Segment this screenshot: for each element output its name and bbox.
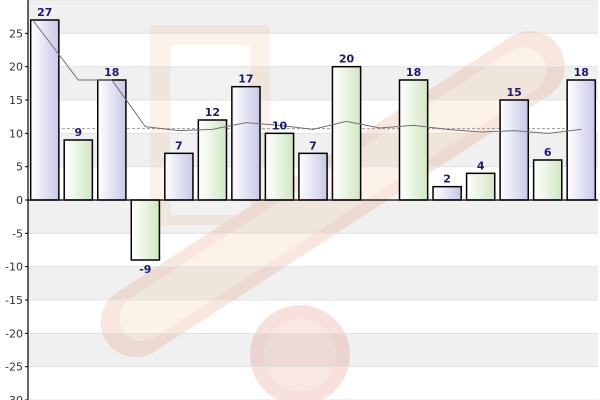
data-label: 20 xyxy=(339,53,355,66)
y-tick-label: -30 xyxy=(5,394,23,400)
bar xyxy=(432,185,462,201)
data-label: 18 xyxy=(574,66,589,79)
trend-line xyxy=(32,19,582,134)
bar xyxy=(164,152,194,201)
data-label: 7 xyxy=(175,139,183,152)
bar xyxy=(264,132,295,201)
y-tick-label: -20 xyxy=(5,327,23,340)
data-label: 4 xyxy=(477,159,485,172)
data-label: 18 xyxy=(104,66,119,79)
y-tick-label: -10 xyxy=(5,261,23,274)
plot-band xyxy=(28,0,598,34)
plot-band xyxy=(28,200,598,234)
bars xyxy=(29,19,597,261)
y-tick-label: 10 xyxy=(9,127,23,140)
data-label: 9 xyxy=(74,126,82,139)
bar xyxy=(298,152,328,201)
data-label: 17 xyxy=(238,73,253,86)
y-tick-label: 0 xyxy=(16,194,23,207)
bar xyxy=(96,79,127,201)
plot-band xyxy=(28,266,598,300)
y-tick-label: -5 xyxy=(12,227,23,240)
plot-band xyxy=(28,333,598,367)
y-tick-label: -15 xyxy=(5,294,23,307)
y-tick-label: 5 xyxy=(16,161,23,174)
bar xyxy=(29,19,60,201)
data-label: 15 xyxy=(507,86,522,99)
bar xyxy=(197,119,228,201)
bar xyxy=(532,159,563,201)
data-label: -9 xyxy=(139,263,151,276)
data-label: 27 xyxy=(37,6,52,19)
bar xyxy=(465,172,496,201)
y-tick-labels: 25 20 15 10 5 0 -5 -10 -15 -20 -25 -30 xyxy=(5,27,28,400)
moving-average-line xyxy=(32,19,582,134)
data-label: 10 xyxy=(272,119,288,132)
y-tick-label: -25 xyxy=(5,361,23,374)
data-label: 12 xyxy=(205,106,220,119)
bar xyxy=(63,139,94,201)
bar xyxy=(398,79,429,201)
bar xyxy=(231,85,261,201)
y-tick-label: 25 xyxy=(9,27,23,40)
data-label: 18 xyxy=(406,66,421,79)
bar xyxy=(566,79,597,201)
bar xyxy=(331,65,362,201)
y-tick-label: 20 xyxy=(9,61,23,74)
data-label: 6 xyxy=(544,146,552,159)
y-tick-label: 15 xyxy=(9,94,23,107)
bar xyxy=(130,199,161,261)
data-label: 7 xyxy=(309,139,317,152)
data-label: 2 xyxy=(443,173,451,186)
bar xyxy=(499,99,530,201)
